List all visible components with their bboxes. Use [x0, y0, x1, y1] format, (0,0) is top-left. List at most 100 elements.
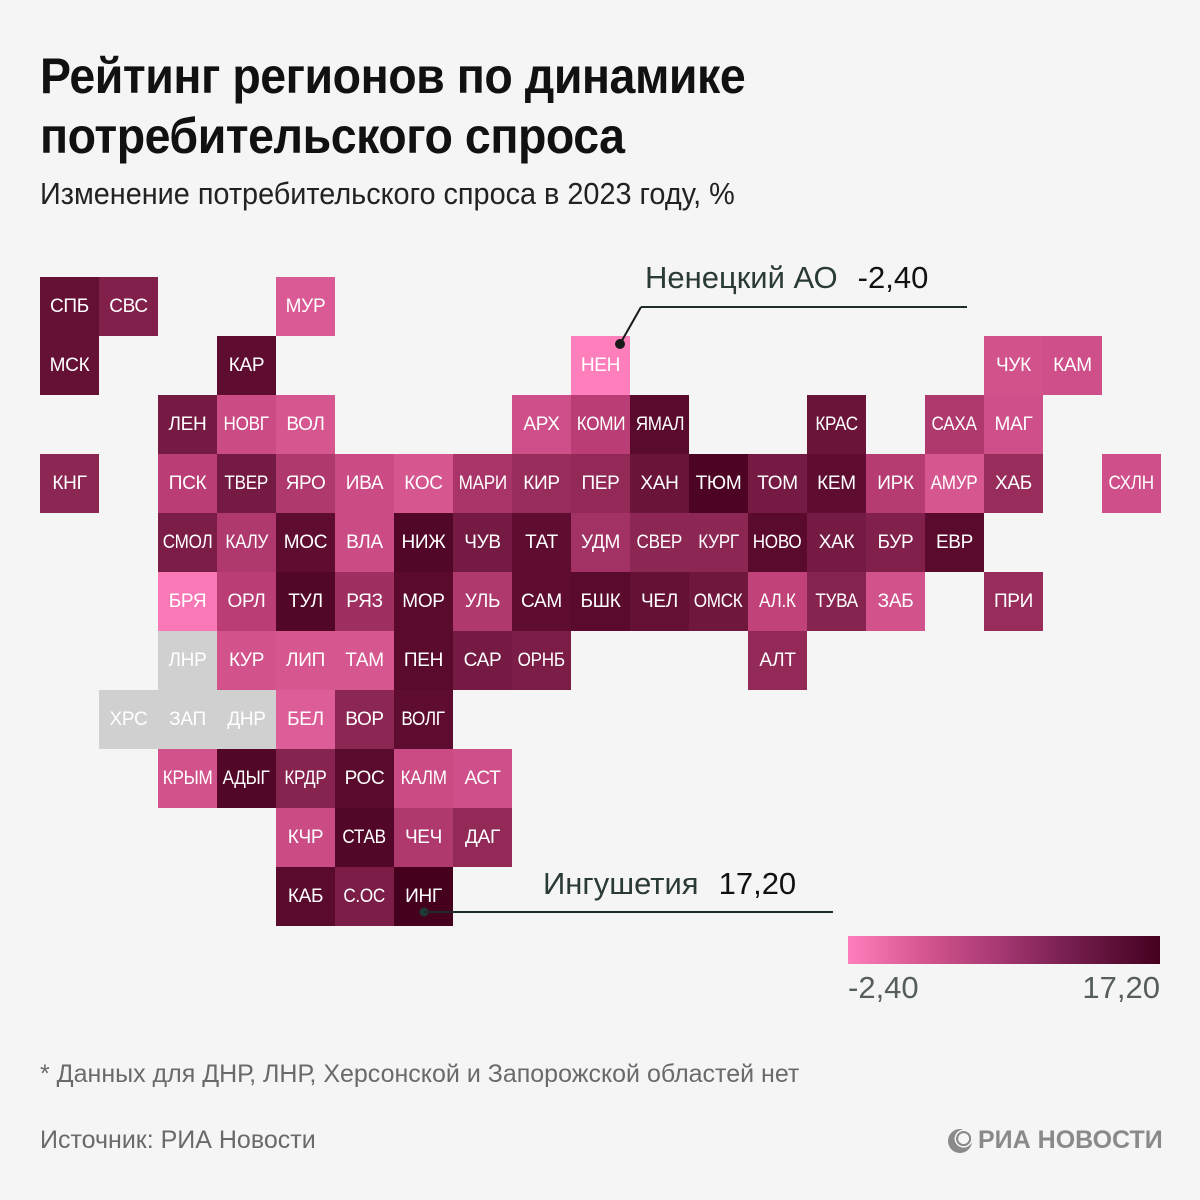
- region-cell-МОС: МОС: [276, 513, 335, 572]
- region-label: САХА: [931, 413, 978, 435]
- region-cell-ВЛА: ВЛА: [335, 513, 394, 572]
- footnote: * Данных для ДНР, ЛНР, Херсонской и Запо…: [40, 1060, 800, 1088]
- region-cell-КУРГ: КУРГ: [689, 513, 748, 572]
- annotation-nenets-dot: [615, 339, 625, 349]
- region-cell-САР: САР: [453, 631, 512, 690]
- region-label: КЕМ: [817, 472, 856, 494]
- region-cell-МАРИ: МАРИ: [453, 454, 512, 513]
- region-label: ЗАП: [169, 708, 206, 730]
- ria-globe-icon: [948, 1128, 972, 1153]
- region-cell-ТУЛ: ТУЛ: [276, 572, 335, 631]
- region-cell-КАЛМ: КАЛМ: [394, 749, 453, 808]
- region-cell-ХАК: ХАК: [807, 513, 866, 572]
- chart-subtitle: Изменение потребительского спроса в 2023…: [40, 176, 735, 211]
- region-label: БШК: [580, 590, 621, 612]
- annotation-nenets: Ненецкий АО -2,40: [645, 260, 928, 296]
- region-cell-МСК: МСК: [40, 336, 99, 395]
- region-label: ВОЛ: [286, 413, 325, 435]
- source-text: Источник: РИА Новости: [40, 1126, 316, 1154]
- region-cell-САХА: САХА: [925, 395, 984, 454]
- region-cell-МАГ: МАГ: [984, 395, 1043, 454]
- region-cell-АМУР: АМУР: [925, 454, 984, 513]
- region-label: АДЫГ: [223, 767, 270, 789]
- region-label: ХРС: [109, 708, 148, 730]
- region-cell-АДЫГ: АДЫГ: [217, 749, 276, 808]
- region-cell-ТОМ: ТОМ: [748, 454, 807, 513]
- region-cell-КЕМ: КЕМ: [807, 454, 866, 513]
- logo-text: РИА НОВОСТИ: [978, 1126, 1163, 1154]
- region-label: КАЛМ: [400, 767, 447, 789]
- region-label: ХАБ: [995, 472, 1032, 494]
- region-cell-ТАМ: ТАМ: [335, 631, 394, 690]
- region-cell-НОВГ: НОВГ: [217, 395, 276, 454]
- region-cell-ЕВР: ЕВР: [925, 513, 984, 572]
- region-cell-АЛТ: АЛТ: [748, 631, 807, 690]
- region-label: ЯМАЛ: [635, 413, 684, 435]
- region-cell-ИВА: ИВА: [335, 454, 394, 513]
- region-cell-ДАГ: ДАГ: [453, 808, 512, 867]
- legend-min-label: -2,40: [848, 970, 919, 1005]
- annotation-nenets-label: Ненецкий АО: [645, 260, 838, 295]
- region-cell-С.ОС: С.ОС: [335, 867, 394, 926]
- region-cell-КРЫМ: КРЫМ: [158, 749, 217, 808]
- region-cell-ЗАБ: ЗАБ: [866, 572, 925, 631]
- region-label: ЛЕН: [168, 413, 207, 435]
- region-cell-ТУВА: ТУВА: [807, 572, 866, 631]
- region-label: АСТ: [464, 767, 501, 789]
- region-label: С.ОС: [343, 885, 386, 907]
- region-cell-НОВО: НОВО: [748, 513, 807, 572]
- region-label: ЯРО: [285, 472, 326, 494]
- annotation-ingush-line: [424, 911, 833, 913]
- region-label: ТОМ: [757, 472, 798, 494]
- region-label: ПСК: [168, 472, 207, 494]
- region-label: БРЯ: [168, 590, 207, 612]
- region-cell-АЛ.К: АЛ.К: [748, 572, 807, 631]
- region-label: КАЛУ: [225, 531, 268, 553]
- region-cell-КОМИ: КОМИ: [571, 395, 630, 454]
- region-label: МАГ: [994, 413, 1033, 435]
- region-label: НОВО: [753, 531, 802, 553]
- region-label: НОВГ: [223, 413, 270, 435]
- region-label: ПЕН: [403, 649, 444, 671]
- region-cell-АСТ: АСТ: [453, 749, 512, 808]
- region-cell-БШК: БШК: [571, 572, 630, 631]
- region-cell-ЯРО: ЯРО: [276, 454, 335, 513]
- region-cell-МОР: МОР: [394, 572, 453, 631]
- region-label: ОРЛ: [227, 590, 266, 612]
- region-cell-ПЕР: ПЕР: [571, 454, 630, 513]
- region-cell-СПБ: СПБ: [40, 277, 99, 336]
- annotation-ingush-value: 17,20: [718, 866, 797, 901]
- region-label: ТЮМ: [695, 472, 742, 494]
- region-label: УЛЬ: [464, 590, 501, 612]
- region-cell-ЛИП: ЛИП: [276, 631, 335, 690]
- region-cell-ПРИ: ПРИ: [984, 572, 1043, 631]
- region-cell-НИЖ: НИЖ: [394, 513, 453, 572]
- region-label: РЯЗ: [346, 590, 383, 612]
- region-cell-БЕЛ: БЕЛ: [276, 690, 335, 749]
- region-label: РОС: [344, 767, 385, 789]
- region-label: КНГ: [52, 472, 87, 494]
- region-label: ЧЕЛ: [641, 590, 678, 612]
- region-label: САР: [463, 649, 502, 671]
- region-cell-УЛЬ: УЛЬ: [453, 572, 512, 631]
- region-label: БЕЛ: [287, 708, 324, 730]
- region-label: ВЛА: [346, 531, 383, 553]
- region-label: АМУР: [931, 472, 978, 494]
- region-cell-ЧЕЛ: ЧЕЛ: [630, 572, 689, 631]
- region-label: МСК: [49, 354, 90, 376]
- region-label: НИЖ: [401, 531, 446, 553]
- region-label: ТУЛ: [288, 590, 323, 612]
- region-cell-КРДР: КРДР: [276, 749, 335, 808]
- region-label: КУРГ: [698, 531, 739, 553]
- region-cell-ОРЛ: ОРЛ: [217, 572, 276, 631]
- region-cell-ЛЕН: ЛЕН: [158, 395, 217, 454]
- region-label: ПЕР: [581, 472, 620, 494]
- region-label: ВОЛГ: [401, 708, 446, 730]
- region-label: АЛ.К: [759, 590, 796, 612]
- region-cell-КАЛУ: КАЛУ: [217, 513, 276, 572]
- region-label: МОС: [283, 531, 328, 553]
- region-label: САМ: [521, 590, 562, 612]
- region-cell-КАР: КАР: [217, 336, 276, 395]
- region-label: ЧУВ: [464, 531, 501, 553]
